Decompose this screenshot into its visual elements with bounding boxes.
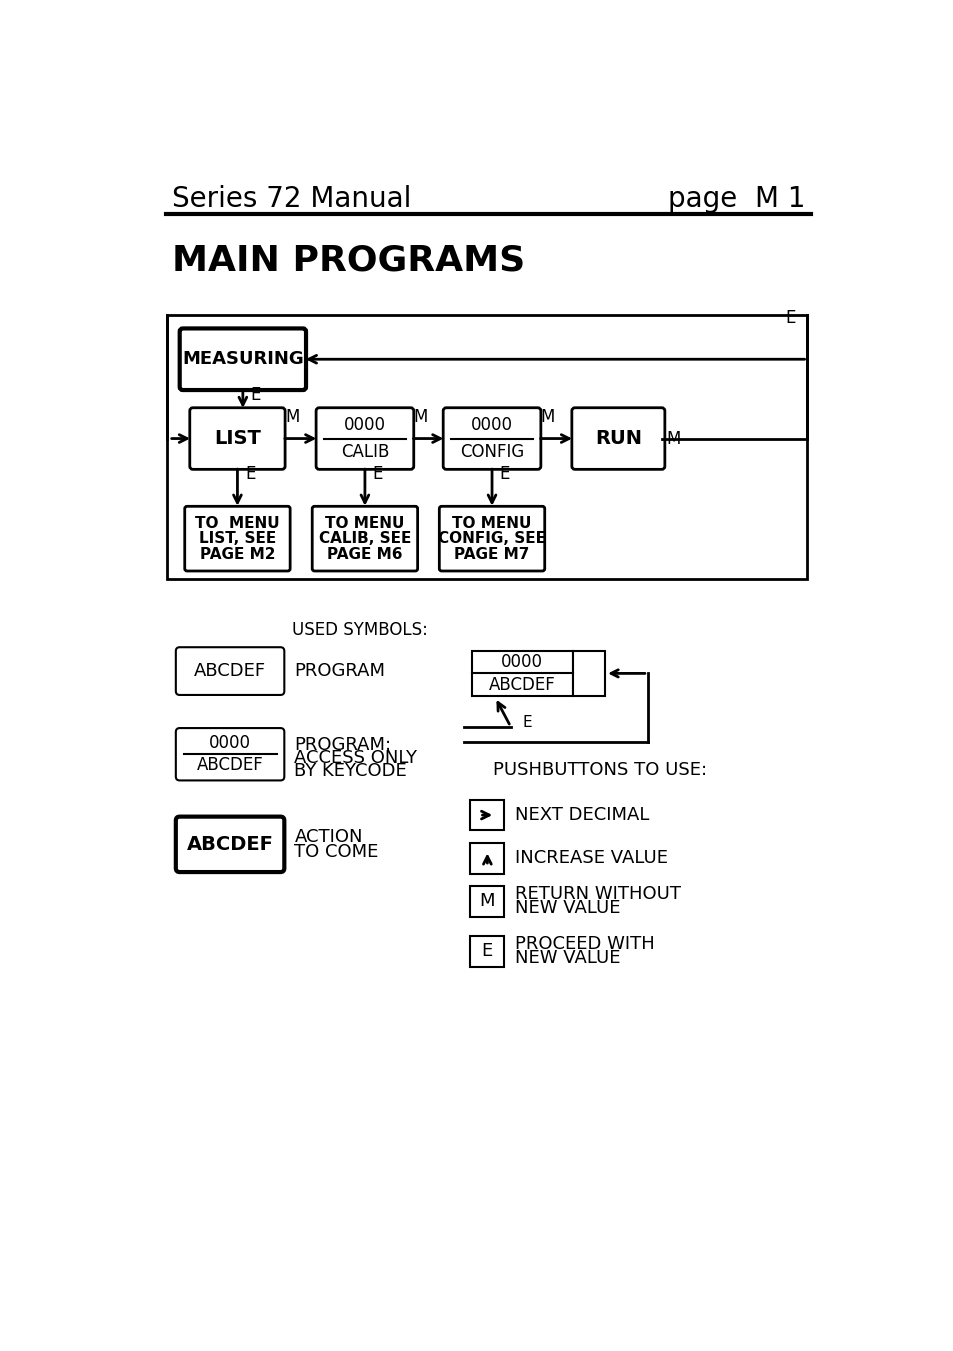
Text: RETURN WITHOUT: RETURN WITHOUT xyxy=(515,885,680,904)
Bar xyxy=(472,651,572,696)
Text: INCREASE VALUE: INCREASE VALUE xyxy=(515,850,667,867)
Text: NEXT DECIMAL: NEXT DECIMAL xyxy=(515,807,649,824)
Bar xyxy=(470,936,504,967)
Bar xyxy=(470,800,504,831)
Text: PAGE M7: PAGE M7 xyxy=(454,547,529,562)
FancyBboxPatch shape xyxy=(175,728,284,781)
Text: BY KEYCODE: BY KEYCODE xyxy=(294,762,407,780)
Text: 0000: 0000 xyxy=(344,416,386,434)
Text: TO COME: TO COME xyxy=(294,843,378,861)
Text: ABCDEF: ABCDEF xyxy=(196,757,263,774)
Text: CALIB, SEE: CALIB, SEE xyxy=(318,531,411,546)
FancyBboxPatch shape xyxy=(185,507,290,571)
Text: PROGRAM:: PROGRAM: xyxy=(294,736,391,754)
Text: LIST, SEE: LIST, SEE xyxy=(198,531,275,546)
Text: PUSHBUTTONS TO USE:: PUSHBUTTONS TO USE: xyxy=(492,762,706,780)
FancyBboxPatch shape xyxy=(190,408,285,469)
Text: E: E xyxy=(481,943,493,961)
Text: 0000: 0000 xyxy=(500,654,542,671)
Text: PROCEED WITH: PROCEED WITH xyxy=(515,935,655,954)
Text: MEASURING: MEASURING xyxy=(182,350,303,369)
Text: E: E xyxy=(251,385,261,404)
Text: E: E xyxy=(245,465,255,482)
Text: 0000: 0000 xyxy=(471,416,513,434)
Text: M: M xyxy=(479,892,495,911)
Text: E: E xyxy=(373,465,383,482)
Text: ABCDEF: ABCDEF xyxy=(193,662,266,680)
Text: NEW VALUE: NEW VALUE xyxy=(515,950,620,967)
Text: PAGE M6: PAGE M6 xyxy=(327,547,402,562)
Text: CALIB: CALIB xyxy=(340,443,389,462)
Text: page  M 1: page M 1 xyxy=(668,185,805,213)
Bar xyxy=(470,843,504,874)
FancyBboxPatch shape xyxy=(443,408,540,469)
Text: Series 72 Manual: Series 72 Manual xyxy=(172,185,411,213)
Text: M: M xyxy=(666,430,680,447)
FancyBboxPatch shape xyxy=(175,816,284,871)
Bar xyxy=(470,886,504,917)
Text: RUN: RUN xyxy=(595,430,641,449)
Text: ABCDEF: ABCDEF xyxy=(488,676,555,693)
FancyBboxPatch shape xyxy=(179,328,306,390)
Bar xyxy=(167,315,806,580)
Text: NEW VALUE: NEW VALUE xyxy=(515,900,620,917)
Text: PAGE M2: PAGE M2 xyxy=(199,547,274,562)
Text: M: M xyxy=(414,408,428,426)
FancyBboxPatch shape xyxy=(571,408,664,469)
Text: ABCDEF: ABCDEF xyxy=(187,835,274,854)
Text: PROGRAM: PROGRAM xyxy=(294,662,385,680)
Text: TO MENU: TO MENU xyxy=(325,516,404,531)
FancyBboxPatch shape xyxy=(315,408,414,469)
Text: E: E xyxy=(521,715,532,730)
Text: CONFIG: CONFIG xyxy=(459,443,523,462)
Text: M: M xyxy=(285,408,299,426)
Text: ACCESS ONLY: ACCESS ONLY xyxy=(294,748,417,767)
Text: ACTION: ACTION xyxy=(294,828,362,847)
Text: TO  MENU: TO MENU xyxy=(195,516,279,531)
Text: E: E xyxy=(784,308,795,327)
Text: M: M xyxy=(540,408,555,426)
Text: LIST: LIST xyxy=(213,430,260,449)
FancyBboxPatch shape xyxy=(312,507,417,571)
Text: TO MENU: TO MENU xyxy=(452,516,531,531)
Text: 0000: 0000 xyxy=(209,734,251,753)
FancyBboxPatch shape xyxy=(439,507,544,571)
Bar xyxy=(572,651,604,696)
Text: E: E xyxy=(499,465,510,482)
Text: USED SYMBOLS:: USED SYMBOLS: xyxy=(292,620,427,639)
FancyBboxPatch shape xyxy=(175,647,284,694)
Text: CONFIG, SEE: CONFIG, SEE xyxy=(437,531,545,546)
Text: MAIN PROGRAMS: MAIN PROGRAMS xyxy=(172,243,525,278)
